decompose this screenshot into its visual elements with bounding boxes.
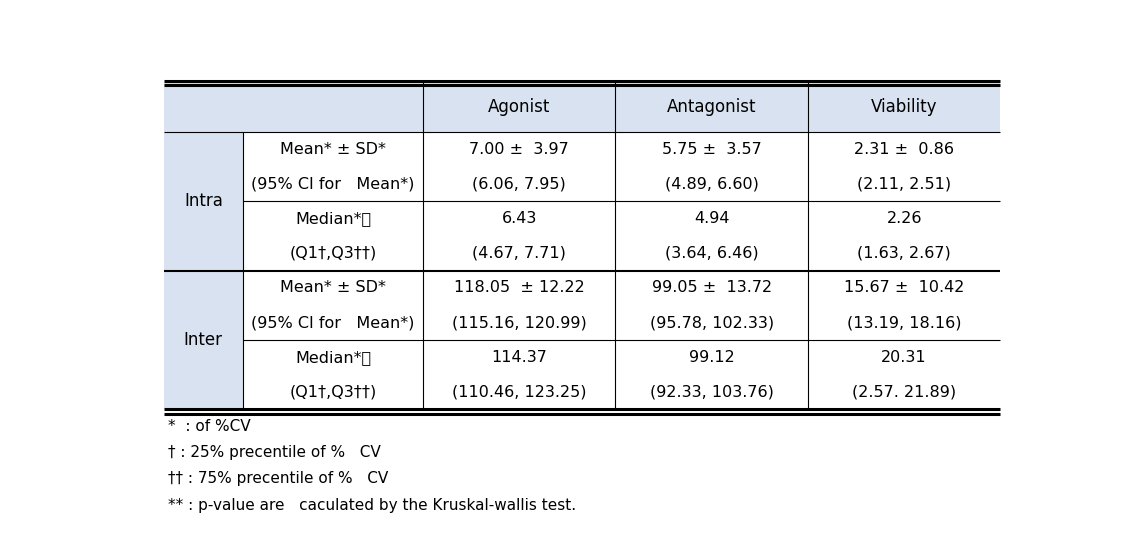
Text: (95.78, 102.33): (95.78, 102.33) [649,315,774,330]
Text: (13.19, 18.16): (13.19, 18.16) [846,315,962,330]
Text: 2.31 ±  0.86: 2.31 ± 0.86 [854,141,954,157]
Text: (4.89, 6.60): (4.89, 6.60) [665,176,759,191]
Text: 5.75 ±  3.57: 5.75 ± 3.57 [662,141,761,157]
Text: (4.67, 7.71): (4.67, 7.71) [472,246,566,261]
Text: (2.11, 2.51): (2.11, 2.51) [857,176,952,191]
Text: 6.43: 6.43 [502,211,537,226]
Text: 2.26: 2.26 [886,211,922,226]
Text: (Q1†,Q3††): (Q1†,Q3††) [289,384,376,400]
Text: 99.05 ±  13.72: 99.05 ± 13.72 [651,280,772,295]
Text: Antagonist: Antagonist [667,98,757,116]
Text: 20.31: 20.31 [881,350,927,365]
Text: ** : p-value are   caculated by the Kruskal-wallis test.: ** : p-value are caculated by the Kruska… [168,498,576,513]
Text: Median*。: Median*。 [295,350,372,365]
Text: (115.16, 120.99): (115.16, 120.99) [452,315,587,330]
Text: Agonist: Agonist [488,98,551,116]
Text: (110.46, 123.25): (110.46, 123.25) [452,384,587,400]
Text: (2.57. 21.89): (2.57. 21.89) [852,384,956,400]
Text: Viability: Viability [871,98,937,116]
Text: (3.64, 6.46): (3.64, 6.46) [665,246,758,261]
Text: (95% CI for   Mean*): (95% CI for Mean*) [252,315,415,330]
Text: 118.05  ± 12.22: 118.05 ± 12.22 [454,280,585,295]
Text: (Q1†,Q3††): (Q1†,Q3††) [289,246,376,261]
Text: Mean* ± SD*: Mean* ± SD* [280,141,386,157]
Text: † : 25% precentile of %   CV: † : 25% precentile of % CV [168,445,381,460]
Text: 4.94: 4.94 [693,211,730,226]
Bar [163,83,1000,131]
Text: 7.00 ±  3.97: 7.00 ± 3.97 [469,141,569,157]
Text: (92.33, 103.76): (92.33, 103.76) [649,384,774,400]
Text: Inter: Inter [184,331,223,349]
Text: 99.12: 99.12 [689,350,734,365]
Text: (6.06, 7.95): (6.06, 7.95) [472,176,566,191]
Text: Median*。: Median*。 [295,211,372,226]
Text: 114.37: 114.37 [492,350,547,365]
Text: 15.67 ±  10.42: 15.67 ± 10.42 [844,280,964,295]
Text: (95% CI for   Mean*): (95% CI for Mean*) [252,176,415,191]
Text: (1.63, 2.67): (1.63, 2.67) [858,246,951,261]
Text: †† : 75% precentile of %   CV: †† : 75% precentile of % CV [168,471,389,486]
Bar [163,131,244,409]
Text: *  : of %CV: * : of %CV [168,419,250,434]
Text: Intra: Intra [184,192,223,210]
Text: Mean* ± SD*: Mean* ± SD* [280,280,386,295]
